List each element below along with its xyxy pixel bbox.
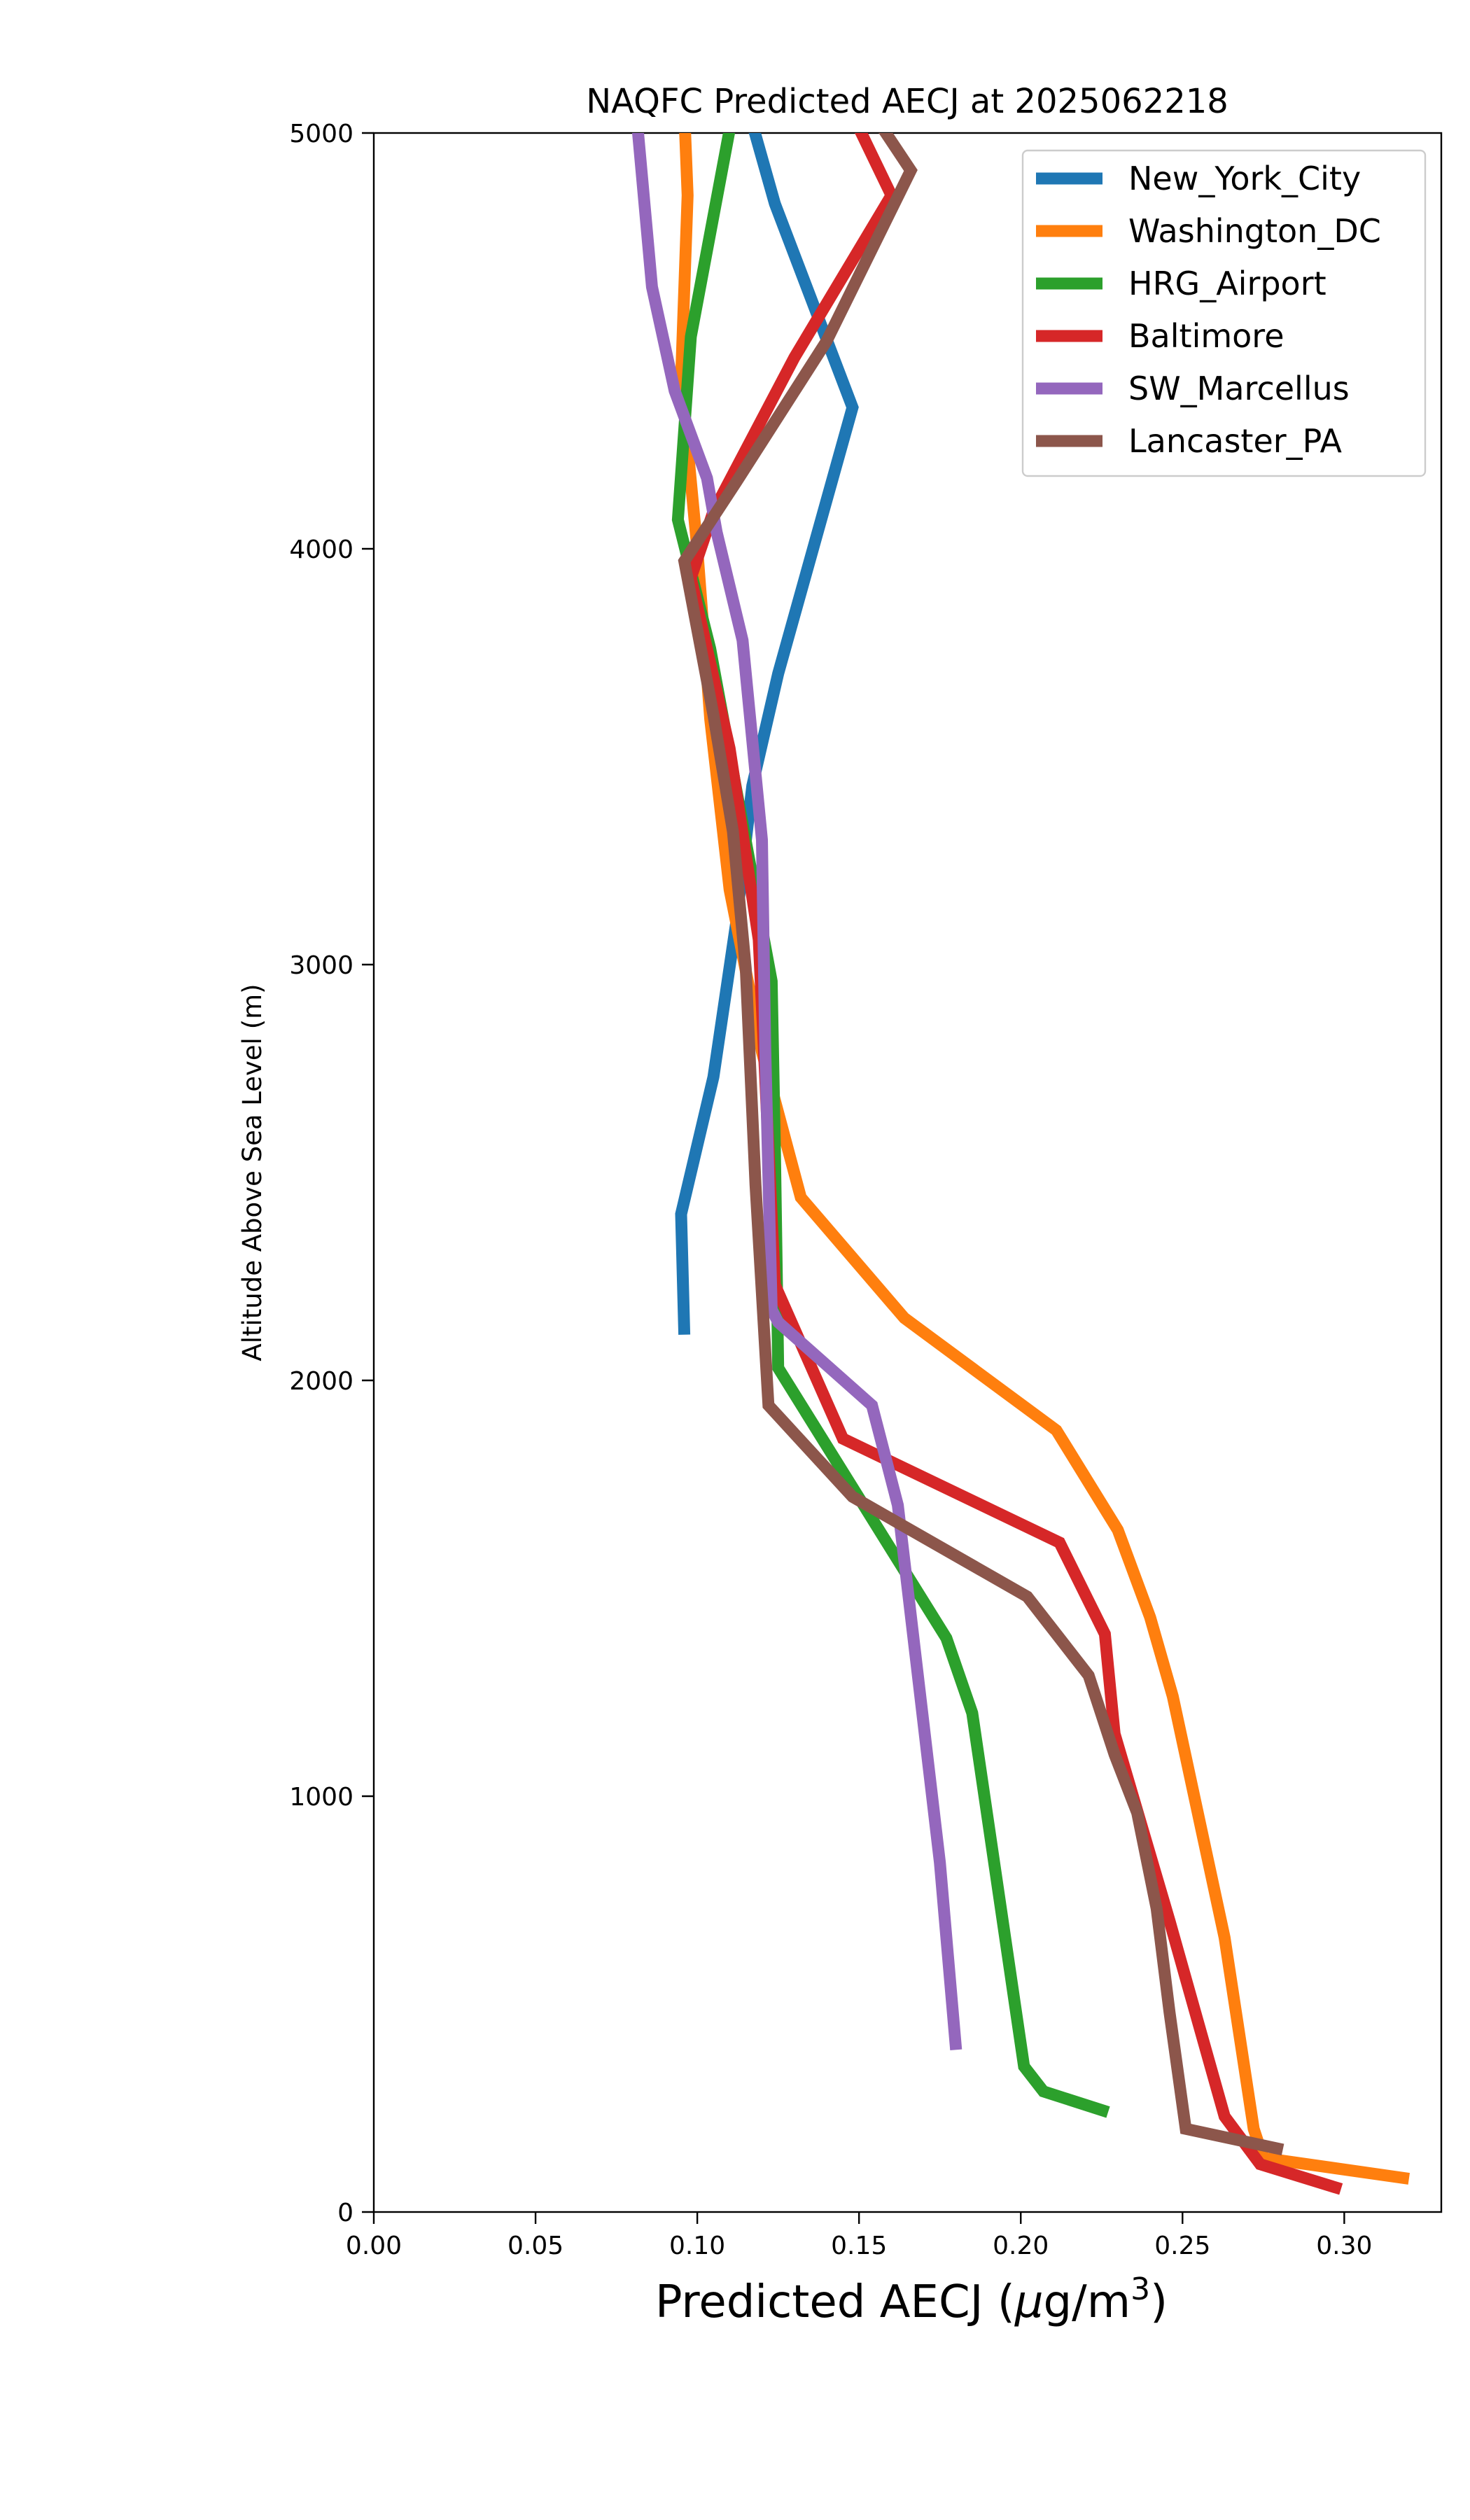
- x-tick-label: 0.10: [669, 2232, 725, 2260]
- y-tick-label: 2000: [289, 1367, 354, 1396]
- x-tick-label: 0.00: [346, 2232, 402, 2260]
- legend-label-sw-marcellus: SW_Marcellus: [1128, 370, 1350, 407]
- y-axis-label: Altitude Above Sea Level (m): [237, 983, 267, 1361]
- chart-title: NAQFC Predicted AECJ at 2025062218: [586, 82, 1228, 121]
- y-tick-label: 1000: [289, 1783, 354, 1812]
- x-axis-label-suffix: ): [1150, 2276, 1168, 2328]
- x-axis-ticks: 0.00 0.05 0.10 0.15 0.20 0.25 0.30: [346, 2212, 1372, 2260]
- series-line-washington-dc: [675, 133, 1410, 2185]
- x-axis-label-unit: g/m: [1044, 2276, 1131, 2328]
- y-tick-label: 4000: [289, 536, 354, 564]
- legend-box: [1021, 149, 1427, 477]
- legend: New_York_City Washington_DC HRG_Airport Bal…: [1021, 149, 1427, 477]
- x-tick-label: 0.20: [993, 2232, 1049, 2260]
- x-axis-label-exponent: 3: [1130, 2272, 1150, 2307]
- x-tick-label: 0.15: [831, 2232, 887, 2260]
- series-lines: [631, 133, 1410, 2195]
- x-axis-label-prefix: Predicted AECJ (: [655, 2276, 1015, 2328]
- legend-label-washington-dc: Washington_DC: [1128, 212, 1381, 250]
- y-tick-label: 5000: [289, 120, 354, 148]
- legend-label-lancaster-pa: Lancaster_PA: [1128, 422, 1342, 460]
- x-tick-label: 0.30: [1316, 2232, 1372, 2260]
- series-line-sw-marcellus: [631, 133, 962, 2051]
- y-tick-label: 3000: [289, 951, 354, 980]
- legend-items: New_York_City Washington_DC HRG_Airport Bal…: [1036, 160, 1381, 460]
- y-axis-ticks: 0 1000 2000 3000 4000 5000: [289, 120, 374, 2227]
- legend-label-new-york-city: New_York_City: [1128, 160, 1361, 197]
- legend-label-hrg-airport: HRG_Airport: [1128, 265, 1326, 302]
- x-tick-label: 0.25: [1154, 2232, 1210, 2260]
- series-line-baltimore: [685, 133, 1343, 2195]
- legend-label-baltimore: Baltimore: [1128, 317, 1284, 355]
- x-axis-label: Predicted AECJ (μg/m3): [655, 2272, 1168, 2329]
- x-axis-label-mu: μ: [1014, 2276, 1044, 2328]
- x-tick-label: 0.05: [507, 2232, 564, 2260]
- plot-frame: [372, 132, 1443, 2213]
- y-tick-label: 0: [337, 2199, 354, 2227]
- series-line-lancaster-pa: [678, 133, 1284, 2156]
